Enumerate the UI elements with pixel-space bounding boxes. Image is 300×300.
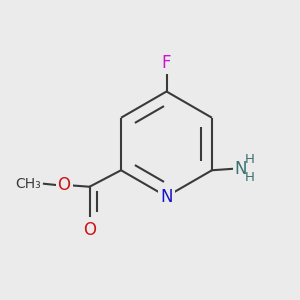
Text: O: O: [58, 176, 70, 194]
Text: O: O: [83, 221, 96, 239]
Text: F: F: [162, 54, 171, 72]
Text: CH₃: CH₃: [15, 177, 41, 191]
Text: N: N: [235, 160, 247, 178]
Text: H: H: [245, 171, 255, 184]
Text: H: H: [245, 153, 255, 166]
Text: N: N: [160, 188, 173, 206]
